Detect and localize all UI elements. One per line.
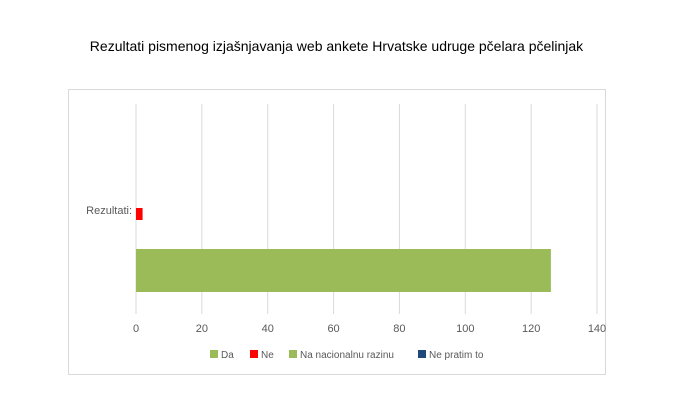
- legend-label-da: Da: [221, 350, 234, 361]
- x-tick-label: 100: [456, 323, 474, 335]
- x-tick-label: 0: [133, 323, 139, 335]
- x-tick-label: 140: [588, 323, 606, 335]
- x-tick-label: 20: [196, 323, 208, 335]
- legend-swatch-ne: [250, 350, 258, 358]
- bar-ne: [136, 208, 143, 220]
- chart-frame: [68, 89, 606, 375]
- legend-label-na-nacionalnu-razinu: Na nacionalnu razinu: [300, 350, 394, 361]
- legend-swatch-da: [210, 350, 218, 358]
- legend-swatch-na-nacionalnu-razinu: [289, 350, 297, 358]
- page-title: Rezultati pismenog izjašnjavanja web ank…: [89, 38, 584, 54]
- category-label: Rezultati:: [86, 205, 132, 217]
- legend-label-ne-pratim-to: Ne pratim to: [429, 350, 484, 361]
- x-tick-label: 40: [262, 323, 274, 335]
- legend-swatch-ne-pratim-to: [418, 350, 426, 358]
- bar-na-nacionalnu-razinu: [136, 249, 551, 292]
- legend-label-ne: Ne: [261, 350, 274, 361]
- x-tick-label: 120: [522, 323, 540, 335]
- x-tick-label: 80: [393, 323, 405, 335]
- x-tick-label: 60: [327, 323, 339, 335]
